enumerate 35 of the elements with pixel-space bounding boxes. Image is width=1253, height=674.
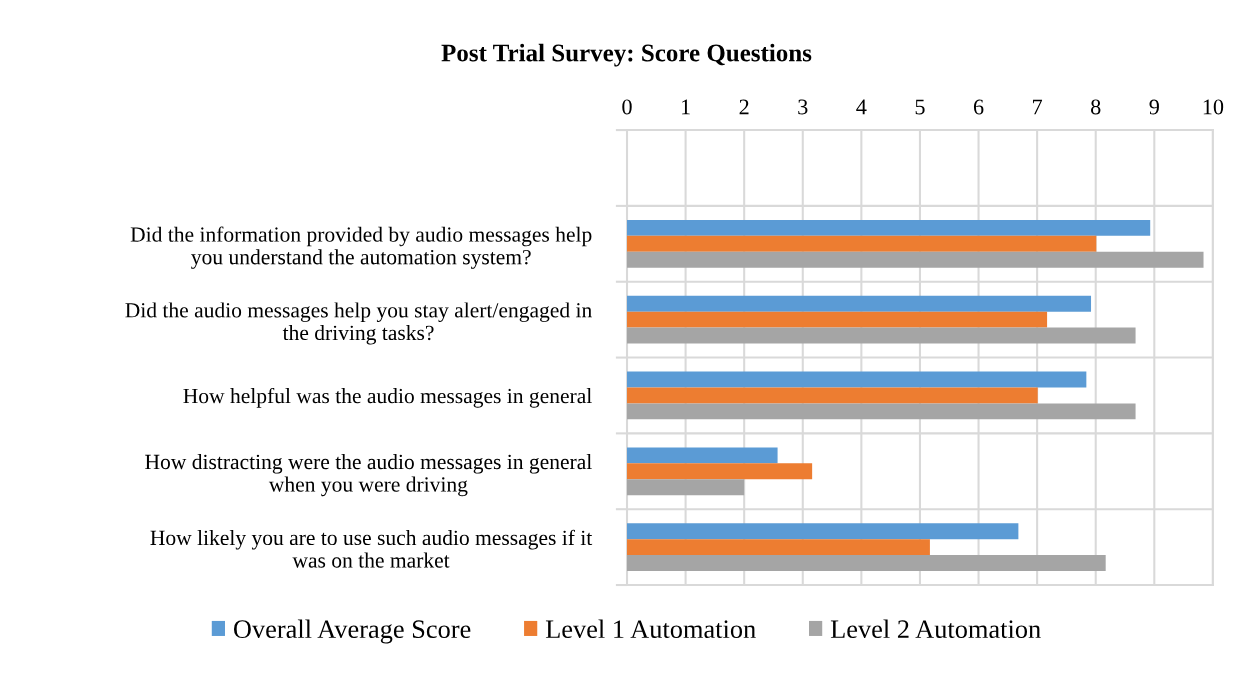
bar: [627, 555, 1106, 571]
bar: [627, 447, 778, 464]
bar: [627, 371, 1087, 388]
bar: [627, 235, 1097, 252]
x-tick-label: 9: [1149, 99, 1159, 115]
y-tick-label: How distracting were the audio messages in general when you were driving: [145, 454, 592, 497]
bar: [627, 387, 1038, 404]
x-tick-label: 10: [1203, 99, 1224, 115]
bar: [627, 479, 745, 496]
bar: [627, 327, 1136, 344]
x-tick-label: 4: [856, 99, 867, 115]
chart-title: Post Trial Survey: Score Questions: [441, 43, 812, 67]
y-tick-label: Did the information provided by audio messages help you understand the automation system?: [130, 226, 592, 269]
y-tick-label: How helpful was the audio messages in general: [183, 387, 592, 408]
x-tick-label: 6: [973, 99, 984, 115]
bar: [627, 251, 1204, 268]
bar: [627, 523, 1019, 540]
bar: [627, 463, 813, 480]
x-tick-label: 8: [1091, 99, 1101, 115]
legend-label: Overall Average Score: [233, 619, 471, 644]
y-tick-label: Did the audio messages help you stay alert/engaged in the driving tasks?: [125, 302, 592, 345]
x-tick-label: 3: [798, 99, 808, 115]
bar: [627, 539, 930, 556]
legend-label: Level 1 Automation: [545, 619, 756, 639]
legend-label: Level 2 Automation: [830, 619, 1041, 639]
bar: [627, 311, 1048, 328]
y-tick-label: How likely you are to use such audio messages if it was on the market: [150, 529, 593, 568]
x-tick-label: 2: [739, 99, 749, 115]
x-tick-label: 0: [622, 99, 632, 115]
bar: [627, 403, 1136, 420]
x-tick-label: 5: [915, 99, 925, 115]
bar: [627, 219, 1151, 236]
x-tick-label: 7: [1033, 99, 1043, 115]
x-tick-label: 1: [681, 99, 690, 115]
bar: [627, 295, 1092, 312]
